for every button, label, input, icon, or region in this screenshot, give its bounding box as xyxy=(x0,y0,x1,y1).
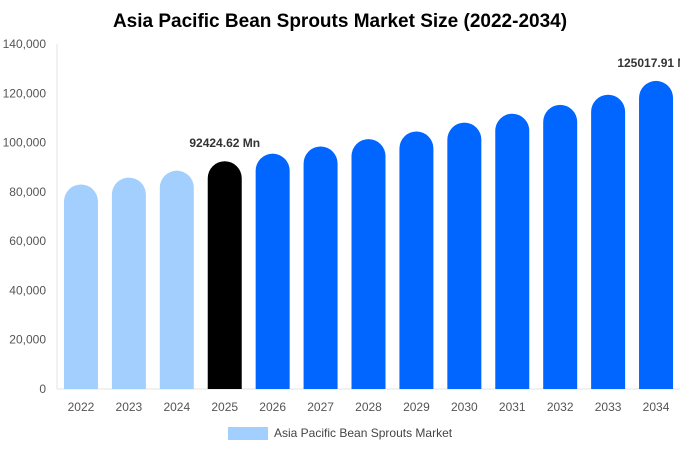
y-tick-label: 40,000 xyxy=(9,283,46,297)
y-tick-label: 20,000 xyxy=(9,333,46,347)
y-tick-label: 140,000 xyxy=(3,37,47,51)
x-tick-label: 2023 xyxy=(116,400,143,414)
y-tick-label: 0 xyxy=(39,382,46,396)
y-tick-label: 60,000 xyxy=(9,234,46,248)
x-tick-label: 2028 xyxy=(355,400,382,414)
y-axis: 0 20,000 40,000 60,000 80,000 100,000 120,000 1… xyxy=(3,37,58,396)
bar-2033[interactable] xyxy=(591,94,626,389)
y-tick-label: 80,000 xyxy=(9,185,46,199)
bar-2031[interactable] xyxy=(495,113,530,389)
x-tick-label: 2033 xyxy=(595,400,622,414)
x-tick-label: 2030 xyxy=(451,400,478,414)
bar-2032[interactable] xyxy=(543,104,578,389)
bar-2028[interactable] xyxy=(351,139,386,389)
x-tick-label: 2025 xyxy=(211,400,238,414)
legend-swatch xyxy=(228,427,268,440)
bar-2025[interactable] xyxy=(207,161,242,389)
x-tick-label: 2024 xyxy=(163,400,190,414)
bars xyxy=(63,80,674,390)
chart-title: Asia Pacific Bean Sprouts Market Size (2… xyxy=(113,11,567,32)
x-tick-label: 2022 xyxy=(68,400,95,414)
x-tick-label: 2031 xyxy=(499,400,526,414)
bar-2027[interactable] xyxy=(303,146,338,389)
bar-2030[interactable] xyxy=(447,122,482,390)
bar-2022[interactable] xyxy=(63,184,98,389)
bar-2024[interactable] xyxy=(159,170,194,389)
data-label: 125017.91 Mn xyxy=(617,56,680,70)
data-label: 92424.62 Mn xyxy=(189,136,260,150)
bar-2023[interactable] xyxy=(111,177,146,389)
bar-2034[interactable] xyxy=(639,80,674,389)
bar-2029[interactable] xyxy=(399,131,434,389)
x-tick-label: 2034 xyxy=(643,400,670,414)
x-tick-label: 2026 xyxy=(259,400,286,414)
x-tick-label: 2032 xyxy=(547,400,574,414)
y-tick-label: 100,000 xyxy=(3,136,47,150)
legend-label: Asia Pacific Bean Sprouts Market xyxy=(274,426,453,440)
y-tick-label: 120,000 xyxy=(3,86,47,100)
legend[interactable]: Asia Pacific Bean Sprouts Market xyxy=(228,426,453,440)
x-tick-label: 2027 xyxy=(307,400,334,414)
x-tick-label: 2029 xyxy=(403,400,430,414)
x-axis: 2022 2023 2024 2025 2026 2027 2028 2029 2030 2031… xyxy=(57,388,680,414)
bar-2026[interactable] xyxy=(255,153,290,389)
data-labels: 92424.62 Mn 125017.91 Mn xyxy=(189,56,680,150)
